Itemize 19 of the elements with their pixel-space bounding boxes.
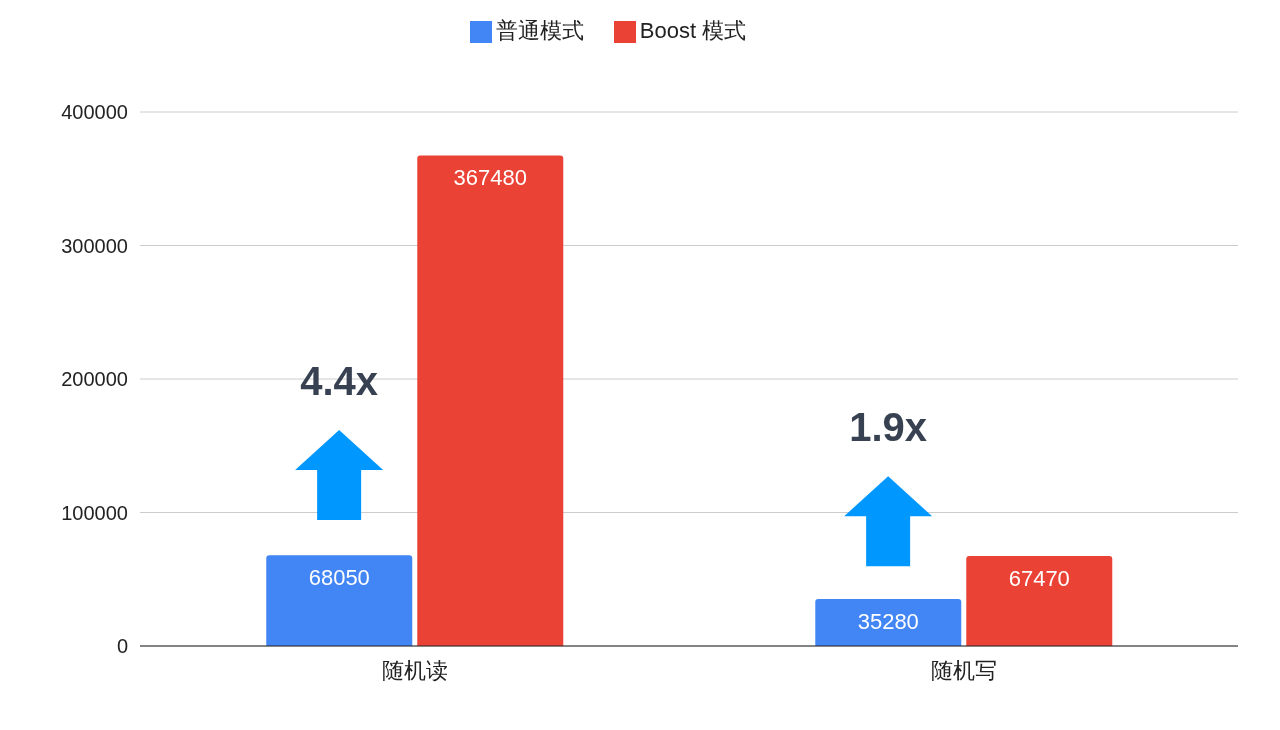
- legend-label: 普通模式: [495, 18, 584, 43]
- data-label: 35280: [857, 608, 919, 634]
- bar: [815, 598, 962, 646]
- data-label: 67470: [1008, 565, 1070, 591]
- x-tick-label: 随机写: [930, 657, 997, 683]
- bar: [266, 555, 413, 646]
- y-tick-label: 100000: [61, 501, 128, 524]
- x-tick-label: 随机读: [381, 657, 448, 683]
- bar: [966, 555, 1113, 646]
- y-tick-label: 400000: [61, 101, 128, 124]
- data-label: 68050: [308, 564, 370, 590]
- y-tick-label: 0: [116, 635, 128, 658]
- y-tick-label: 300000: [61, 234, 128, 257]
- y-tick-label: 200000: [61, 368, 128, 391]
- annotation: 4.4x: [300, 358, 379, 403]
- bar: [417, 155, 564, 646]
- data-label: 367480: [453, 165, 527, 191]
- annotation: 1.9x: [849, 404, 928, 449]
- legend-label: Boost 模式: [639, 18, 747, 43]
